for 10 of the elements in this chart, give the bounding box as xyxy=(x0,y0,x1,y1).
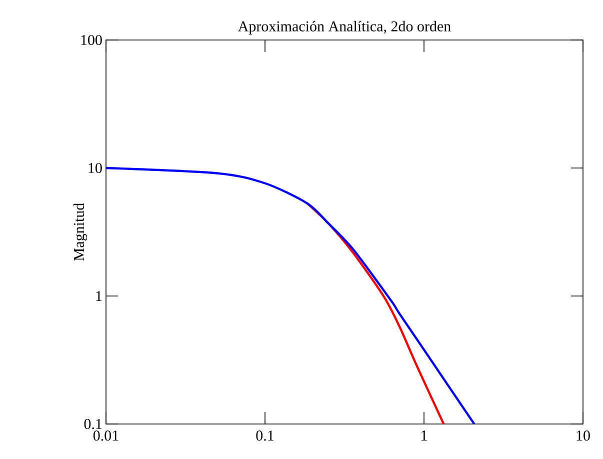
chart-title: Aproximación Analítica, 2do orden xyxy=(238,20,451,34)
y-tick-label: 100 xyxy=(81,34,102,46)
y-tick-label: 1 xyxy=(96,291,102,301)
x-tick-label: 10 xyxy=(576,430,590,441)
x-tick-label: 1 xyxy=(422,430,427,440)
x-tick-label: 0.1 xyxy=(256,430,274,441)
x-tick-label: 0.01 xyxy=(93,430,118,441)
y-axis-title: Magnitud xyxy=(73,203,88,261)
y-tick-label: 10 xyxy=(88,162,102,174)
y-tick-label: 0.1 xyxy=(84,418,102,430)
